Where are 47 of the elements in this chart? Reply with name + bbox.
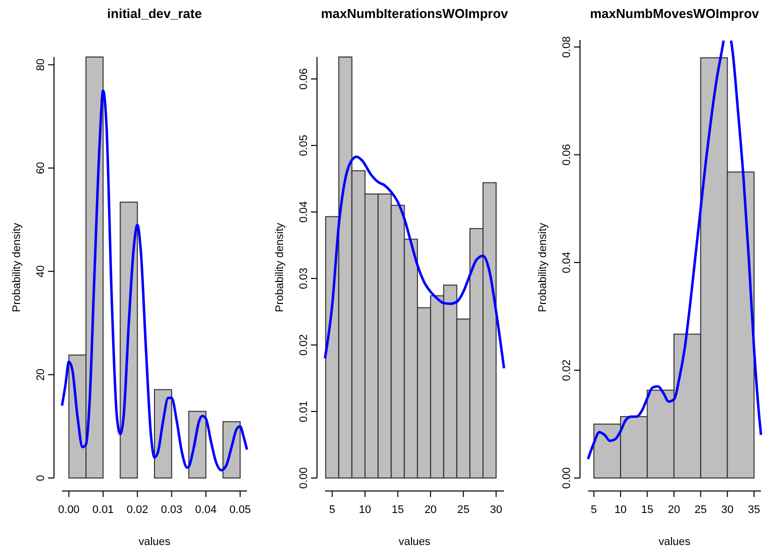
chart-title: maxNumbIterationsWOImprov [320,6,509,21]
x-tick-label: 15 [641,504,654,516]
x-tick-label: 25 [694,504,707,516]
x-tick-label: 5 [590,504,597,516]
y-tick-label: 0.05 [298,134,310,156]
x-tick-label: 20 [424,504,437,516]
y-axis-title: Probability density [537,222,549,312]
y-tick-label: 0.03 [298,268,310,290]
y-axis-title: Probability density [11,222,23,312]
y-axis-title: Probability density [274,222,286,312]
x-axis-title: values [138,536,171,548]
x-tick-label: 20 [668,504,680,516]
y-tick-label: 0.04 [298,201,310,223]
line-series [60,89,248,472]
y-tick-label: 0.02 [561,360,573,381]
x-tick-label: 35 [748,504,760,516]
x-tick-label: 10 [614,504,627,516]
y-tick-label: 0.04 [561,252,573,274]
x-tick-label: 10 [358,504,372,516]
y-tick-label: 80 [35,58,47,71]
x-tick-label: 30 [721,504,734,516]
x-axis-title: values [398,536,431,548]
x-tick-label: 0.00 [58,504,80,516]
y-tick-label: 0.01 [298,400,310,422]
y-tick-label: 0.06 [298,68,310,90]
x-tick-label: 0.05 [229,504,251,516]
chart-title: initial_dev_rate [107,6,202,21]
x-tick-label: 0.03 [160,504,182,516]
line-series [324,156,506,370]
x-tick-label: 0.01 [92,504,114,516]
x-tick-label: 0.04 [195,504,217,516]
y-tick-label: 0.08 [561,36,573,58]
x-tick-label: 0.02 [126,504,148,516]
y-tick-label: 0.00 [298,467,310,489]
y-tick-label: 0 [35,474,47,482]
y-tick-label: 20 [35,368,47,381]
x-axis-title: values [658,536,691,548]
x-tick-label: 15 [392,504,404,516]
y-tick-label: 0.00 [561,467,573,489]
y-tick-label: 0.02 [298,334,310,356]
y-tick-label: 60 [35,162,47,174]
y-tick-label: 40 [35,265,47,278]
x-tick-label: 30 [490,504,502,516]
y-tick-label: 0.06 [561,144,573,166]
chart-title: maxNumbMovesWOImprov [590,6,760,21]
x-tick-label: 5 [329,504,336,516]
x-tick-label: 25 [457,504,470,516]
